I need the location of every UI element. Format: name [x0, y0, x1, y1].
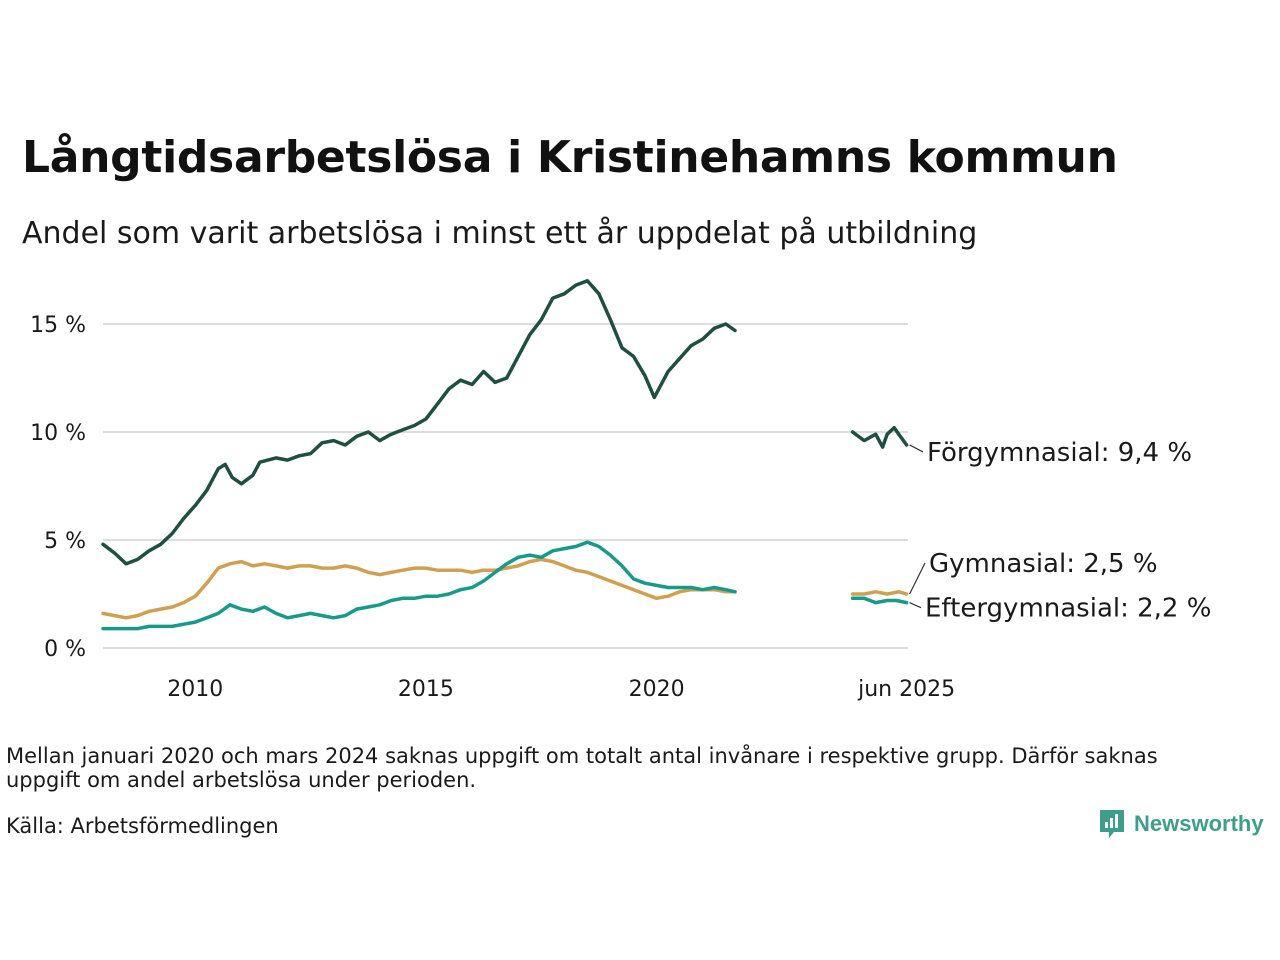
y-tick-label: 0 % [44, 637, 86, 662]
line-chart: 0 % 5 % 10 % 15 % 2010 2015 2020 jun 2025 Förg… [30, 279, 1211, 702]
end-label-connector [909, 444, 924, 453]
chart-subtitle: Andel som varit arbetslösa i minst ett å… [22, 216, 978, 251]
series-line-eftergymnasial-segment-2 [850, 596, 909, 605]
series-line-eftergymnasial-segment-1 [101, 540, 737, 631]
x-tick-label: 2020 [629, 677, 685, 702]
x-tick-label: jun 2025 [857, 677, 955, 702]
end-label-connector [909, 602, 922, 609]
y-tick-label: 5 % [44, 529, 86, 554]
x-tick-label: 2010 [167, 677, 223, 702]
y-tick-label: 10 % [30, 421, 86, 446]
end-label-förgymnasial: Förgymnasial: 9,4 % [927, 438, 1192, 468]
end-label-connector [909, 562, 926, 595]
series-lines [101, 279, 909, 631]
series-line-gymnasial-segment-2 [850, 590, 909, 596]
newsworthy-logo-text: Newsworthy [1134, 811, 1264, 836]
end-labels: Förgymnasial: 9,4 % Gymnasial: 2,5 % Efter… [909, 438, 1211, 624]
series-line-gymnasial-segment-1 [101, 557, 737, 620]
newsworthy-logo-icon [1100, 810, 1124, 838]
series-line-förgymnasial-segment-1 [101, 279, 737, 566]
series-line-förgymnasial-segment-2 [850, 425, 909, 449]
newsworthy-logo: Newsworthy [1098, 808, 1264, 840]
footnote: Mellan januari 2020 och mars 2024 saknas… [6, 744, 1158, 792]
chart-title: Långtidsarbetslösa i Kristinehamns kommu… [22, 132, 1118, 183]
y-tick-label: 15 % [30, 313, 86, 338]
end-label-eftergymnasial: Eftergymnasial: 2,2 % [925, 594, 1211, 624]
x-axis: 2010 2015 2020 jun 2025 [167, 677, 955, 702]
source-note: Källa: Arbetsförmedlingen [6, 814, 279, 838]
y-axis: 0 % 5 % 10 % 15 % [30, 313, 86, 662]
grid-lines [103, 323, 908, 649]
x-tick-label: 2015 [398, 677, 454, 702]
end-label-gymnasial: Gymnasial: 2,5 % [929, 549, 1158, 579]
